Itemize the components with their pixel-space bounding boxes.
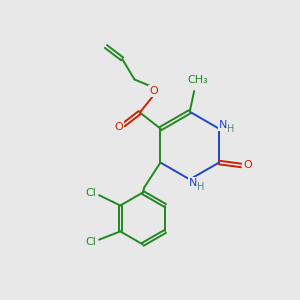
Text: Cl: Cl	[85, 237, 96, 247]
Text: Cl: Cl	[85, 188, 96, 198]
Text: H: H	[197, 182, 205, 192]
Text: N: N	[218, 120, 227, 130]
Text: O: O	[243, 160, 252, 170]
Text: O: O	[149, 86, 158, 96]
Text: O: O	[114, 122, 123, 132]
Text: CH₃: CH₃	[187, 75, 208, 85]
Text: H: H	[226, 124, 234, 134]
Text: N: N	[189, 178, 197, 188]
